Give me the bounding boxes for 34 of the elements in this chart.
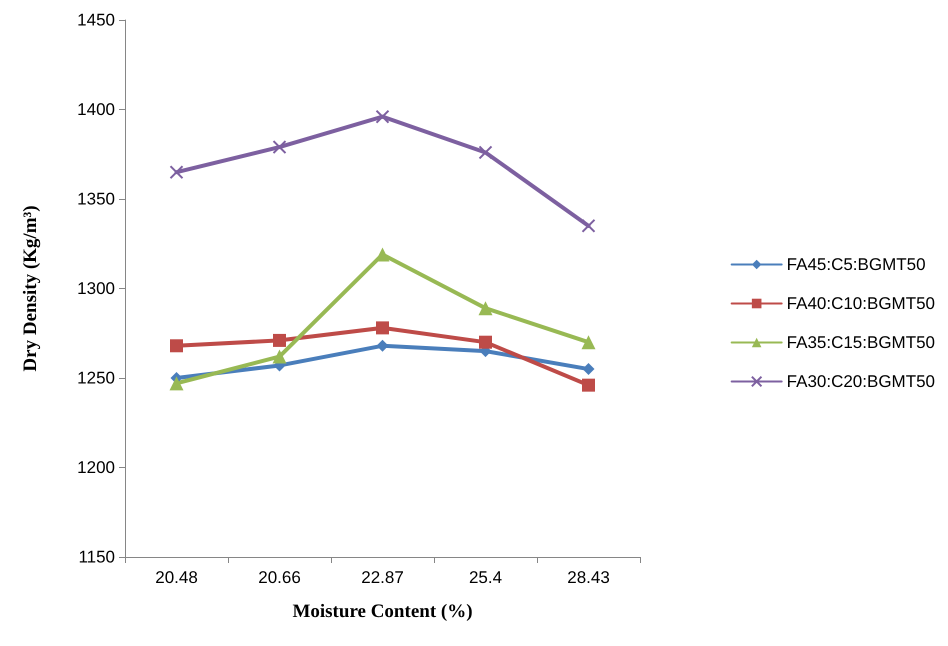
point [479, 336, 492, 349]
x-tick-label: 20.48 [155, 568, 198, 587]
y-tick-label: 1250 [77, 368, 115, 388]
legend-label: FA40:C10:BGMT50 [786, 294, 935, 313]
legend-label: FA45:C5:BGMT50 [786, 255, 926, 274]
x-axis-title: Moisture Content (%) [292, 601, 473, 622]
y-tick-label: 1400 [77, 100, 115, 119]
point [272, 140, 286, 154]
point [582, 378, 595, 392]
x-tick-label: 28.43 [567, 568, 610, 587]
y-tick-label: 1150 [78, 548, 115, 566]
point [478, 301, 492, 316]
point [582, 335, 596, 350]
point [273, 334, 286, 347]
point [376, 110, 390, 124]
legend-label: FA30:C20:BGMT50 [786, 372, 935, 391]
legend-label: FA35:C15:BGMT50 [786, 333, 935, 352]
point [582, 218, 596, 233]
point [582, 363, 594, 376]
point [170, 165, 184, 180]
y-tick-label: 1200 [77, 458, 115, 477]
x-tick-label: 20.66 [258, 568, 301, 587]
y-tick-label: 1350 [77, 190, 115, 208]
point [272, 350, 286, 364]
point [376, 321, 389, 334]
x-tick-label: 22.87 [361, 568, 404, 587]
y-tick-label: 1300 [77, 279, 115, 298]
x-tick-label: 25.4 [468, 568, 502, 587]
point [376, 340, 388, 352]
y-axis-title: Dry Density (Kg/m³) [20, 205, 41, 372]
point [478, 145, 492, 160]
point [170, 339, 183, 352]
y-tick-label: 1450 [77, 10, 115, 30]
point [170, 376, 184, 390]
